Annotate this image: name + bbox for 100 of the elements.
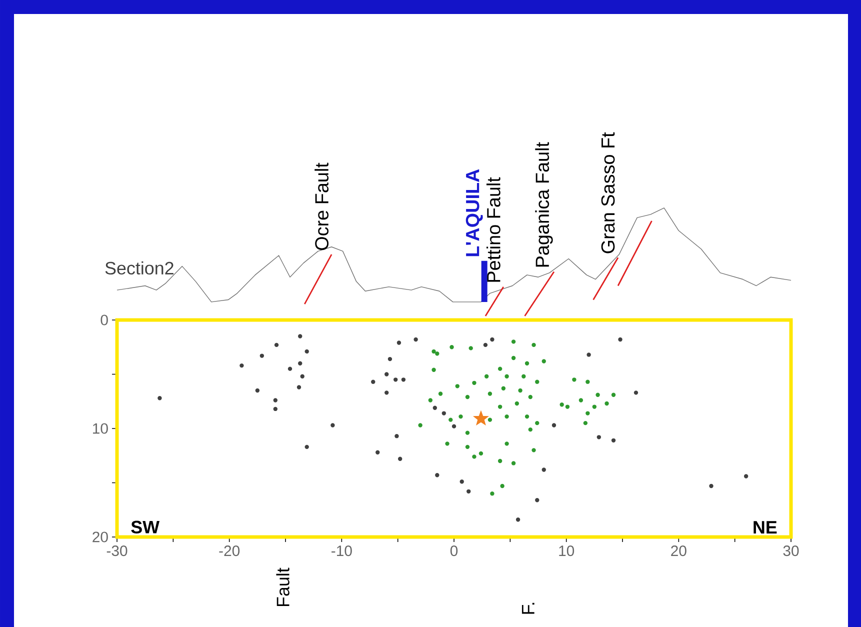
point xyxy=(393,378,398,382)
point xyxy=(468,346,473,350)
point xyxy=(744,474,748,478)
point xyxy=(522,374,526,379)
x-tick-label: -30 xyxy=(106,546,128,556)
x-tick-label: 0 xyxy=(450,546,458,556)
point xyxy=(535,380,540,384)
x-tick-label: 30 xyxy=(783,546,799,556)
point xyxy=(474,411,488,425)
point xyxy=(255,388,260,393)
y-tick-label: 0 xyxy=(100,314,108,326)
point xyxy=(428,398,433,402)
point xyxy=(572,378,576,382)
point xyxy=(452,424,456,428)
point xyxy=(511,356,516,360)
point xyxy=(604,401,609,406)
x-tick-label: 10 xyxy=(559,546,574,556)
point xyxy=(435,473,440,478)
point xyxy=(501,386,506,390)
point xyxy=(504,414,509,419)
point xyxy=(611,438,616,443)
point xyxy=(384,372,389,376)
point xyxy=(298,334,302,338)
point xyxy=(304,444,309,450)
point xyxy=(498,366,502,371)
point xyxy=(709,484,714,488)
point xyxy=(455,384,460,388)
series-label: Section2 xyxy=(105,261,174,275)
point xyxy=(300,374,304,379)
point xyxy=(296,385,302,390)
point xyxy=(490,491,494,496)
point xyxy=(460,480,464,484)
point xyxy=(578,398,584,402)
point xyxy=(611,392,616,397)
point xyxy=(524,361,530,366)
point xyxy=(500,484,504,488)
point xyxy=(465,394,470,400)
annotation: Gran Sasso Ft xyxy=(601,132,615,254)
text: F. xyxy=(522,602,534,614)
point xyxy=(511,461,516,466)
point xyxy=(442,411,446,416)
point xyxy=(450,345,454,350)
point xyxy=(488,418,492,422)
point xyxy=(596,392,600,397)
point xyxy=(586,352,591,357)
point xyxy=(498,404,502,409)
point xyxy=(388,356,392,362)
point xyxy=(448,418,453,422)
point xyxy=(524,414,530,419)
point xyxy=(552,423,556,428)
point xyxy=(432,349,436,354)
point xyxy=(274,342,279,348)
point xyxy=(432,368,436,372)
point xyxy=(586,380,590,384)
point xyxy=(532,448,536,452)
point xyxy=(478,451,484,456)
text: L'AQUILA xyxy=(466,169,483,256)
point xyxy=(401,378,406,382)
y-tick-label: 20 xyxy=(92,532,108,542)
point xyxy=(376,450,380,454)
annotation: SW xyxy=(131,520,160,534)
point xyxy=(618,337,622,342)
point xyxy=(384,390,389,395)
point xyxy=(490,337,494,342)
y-tick-label: 10 xyxy=(93,423,108,434)
point xyxy=(516,518,520,522)
point xyxy=(435,352,440,356)
point xyxy=(273,398,278,402)
point xyxy=(465,444,470,450)
point xyxy=(504,374,509,379)
point xyxy=(532,342,536,348)
point xyxy=(371,380,376,384)
point xyxy=(528,427,532,432)
point xyxy=(511,340,516,344)
annotation: NE xyxy=(754,521,777,534)
point xyxy=(518,388,522,393)
point xyxy=(542,359,546,364)
point xyxy=(414,337,418,342)
point xyxy=(158,396,162,400)
point xyxy=(273,406,278,412)
point xyxy=(498,458,502,464)
point xyxy=(565,404,570,409)
point xyxy=(542,468,546,472)
annotation: Ocre Fault xyxy=(314,162,329,250)
point xyxy=(586,411,590,416)
point xyxy=(488,392,492,396)
point xyxy=(484,374,489,379)
point xyxy=(260,354,264,358)
point xyxy=(394,434,399,438)
point xyxy=(288,366,292,371)
point xyxy=(596,435,602,440)
x-tick-label: -10 xyxy=(332,546,352,556)
point xyxy=(330,423,335,428)
point xyxy=(304,349,309,354)
point xyxy=(418,423,422,428)
annotation: Paganica Fault xyxy=(535,142,553,267)
point xyxy=(472,380,476,386)
point xyxy=(560,402,564,407)
point xyxy=(504,442,509,446)
point xyxy=(634,390,638,395)
